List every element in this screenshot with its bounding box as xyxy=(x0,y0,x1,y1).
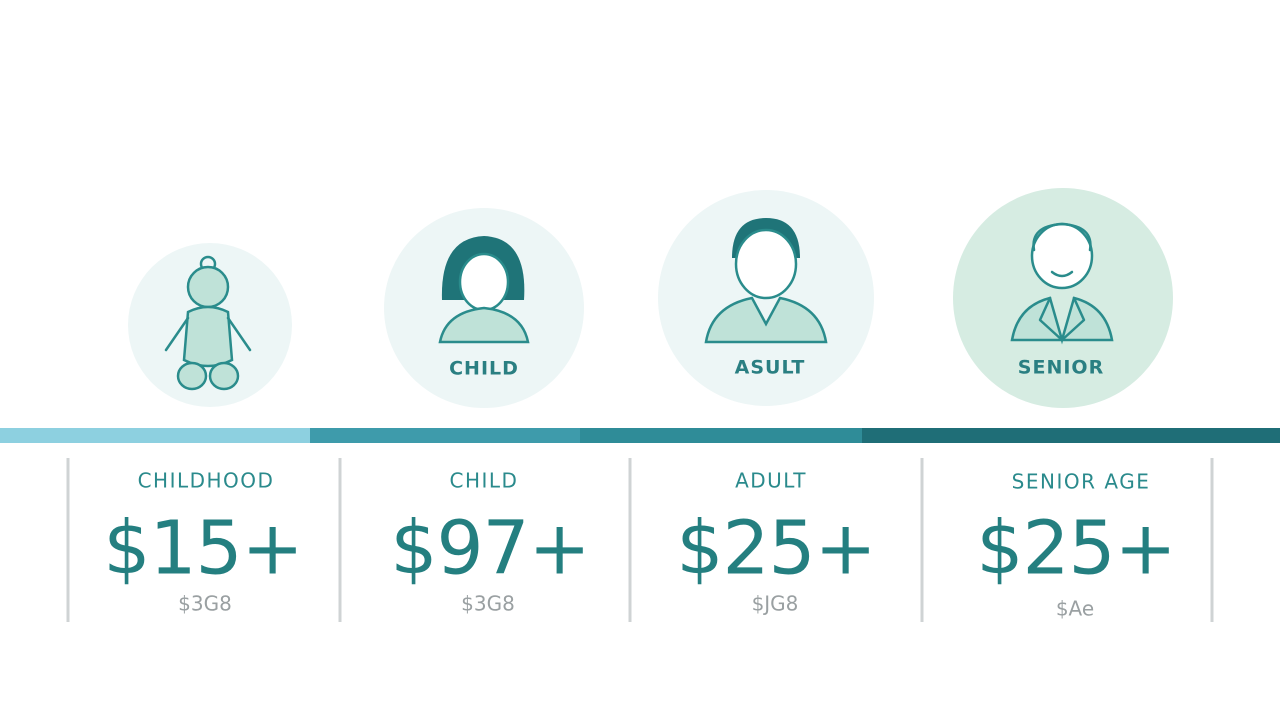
column-note: $3G8 xyxy=(461,592,515,616)
column-note: $JG8 xyxy=(752,592,799,616)
column-heading: ADULT xyxy=(735,469,807,493)
baby-icon xyxy=(164,255,252,391)
column-note: $Ae xyxy=(1056,597,1094,621)
adult-icon xyxy=(704,218,828,344)
column-price: $15+ xyxy=(103,506,302,592)
band-segment xyxy=(310,428,580,443)
band-segment xyxy=(0,428,310,443)
column-price: $97+ xyxy=(390,506,589,592)
column-price: $25+ xyxy=(976,506,1175,592)
circle-label: ASULT xyxy=(735,357,806,379)
column-heading: SENIOR AGE xyxy=(1012,470,1151,494)
stage-circle xyxy=(953,188,1173,408)
band-segment xyxy=(862,428,1280,443)
dividers xyxy=(66,458,1214,622)
band-segment xyxy=(580,428,862,443)
column-price: $25+ xyxy=(676,506,875,592)
circle-label: SENIOR xyxy=(1018,357,1104,379)
column-note: $3G8 xyxy=(178,592,232,616)
child-icon xyxy=(438,236,530,344)
senior-icon xyxy=(1010,222,1114,345)
column-heading: CHILD xyxy=(450,469,519,493)
circle-label: CHILD xyxy=(449,358,519,380)
column-heading: CHILDHOOD xyxy=(138,469,275,493)
